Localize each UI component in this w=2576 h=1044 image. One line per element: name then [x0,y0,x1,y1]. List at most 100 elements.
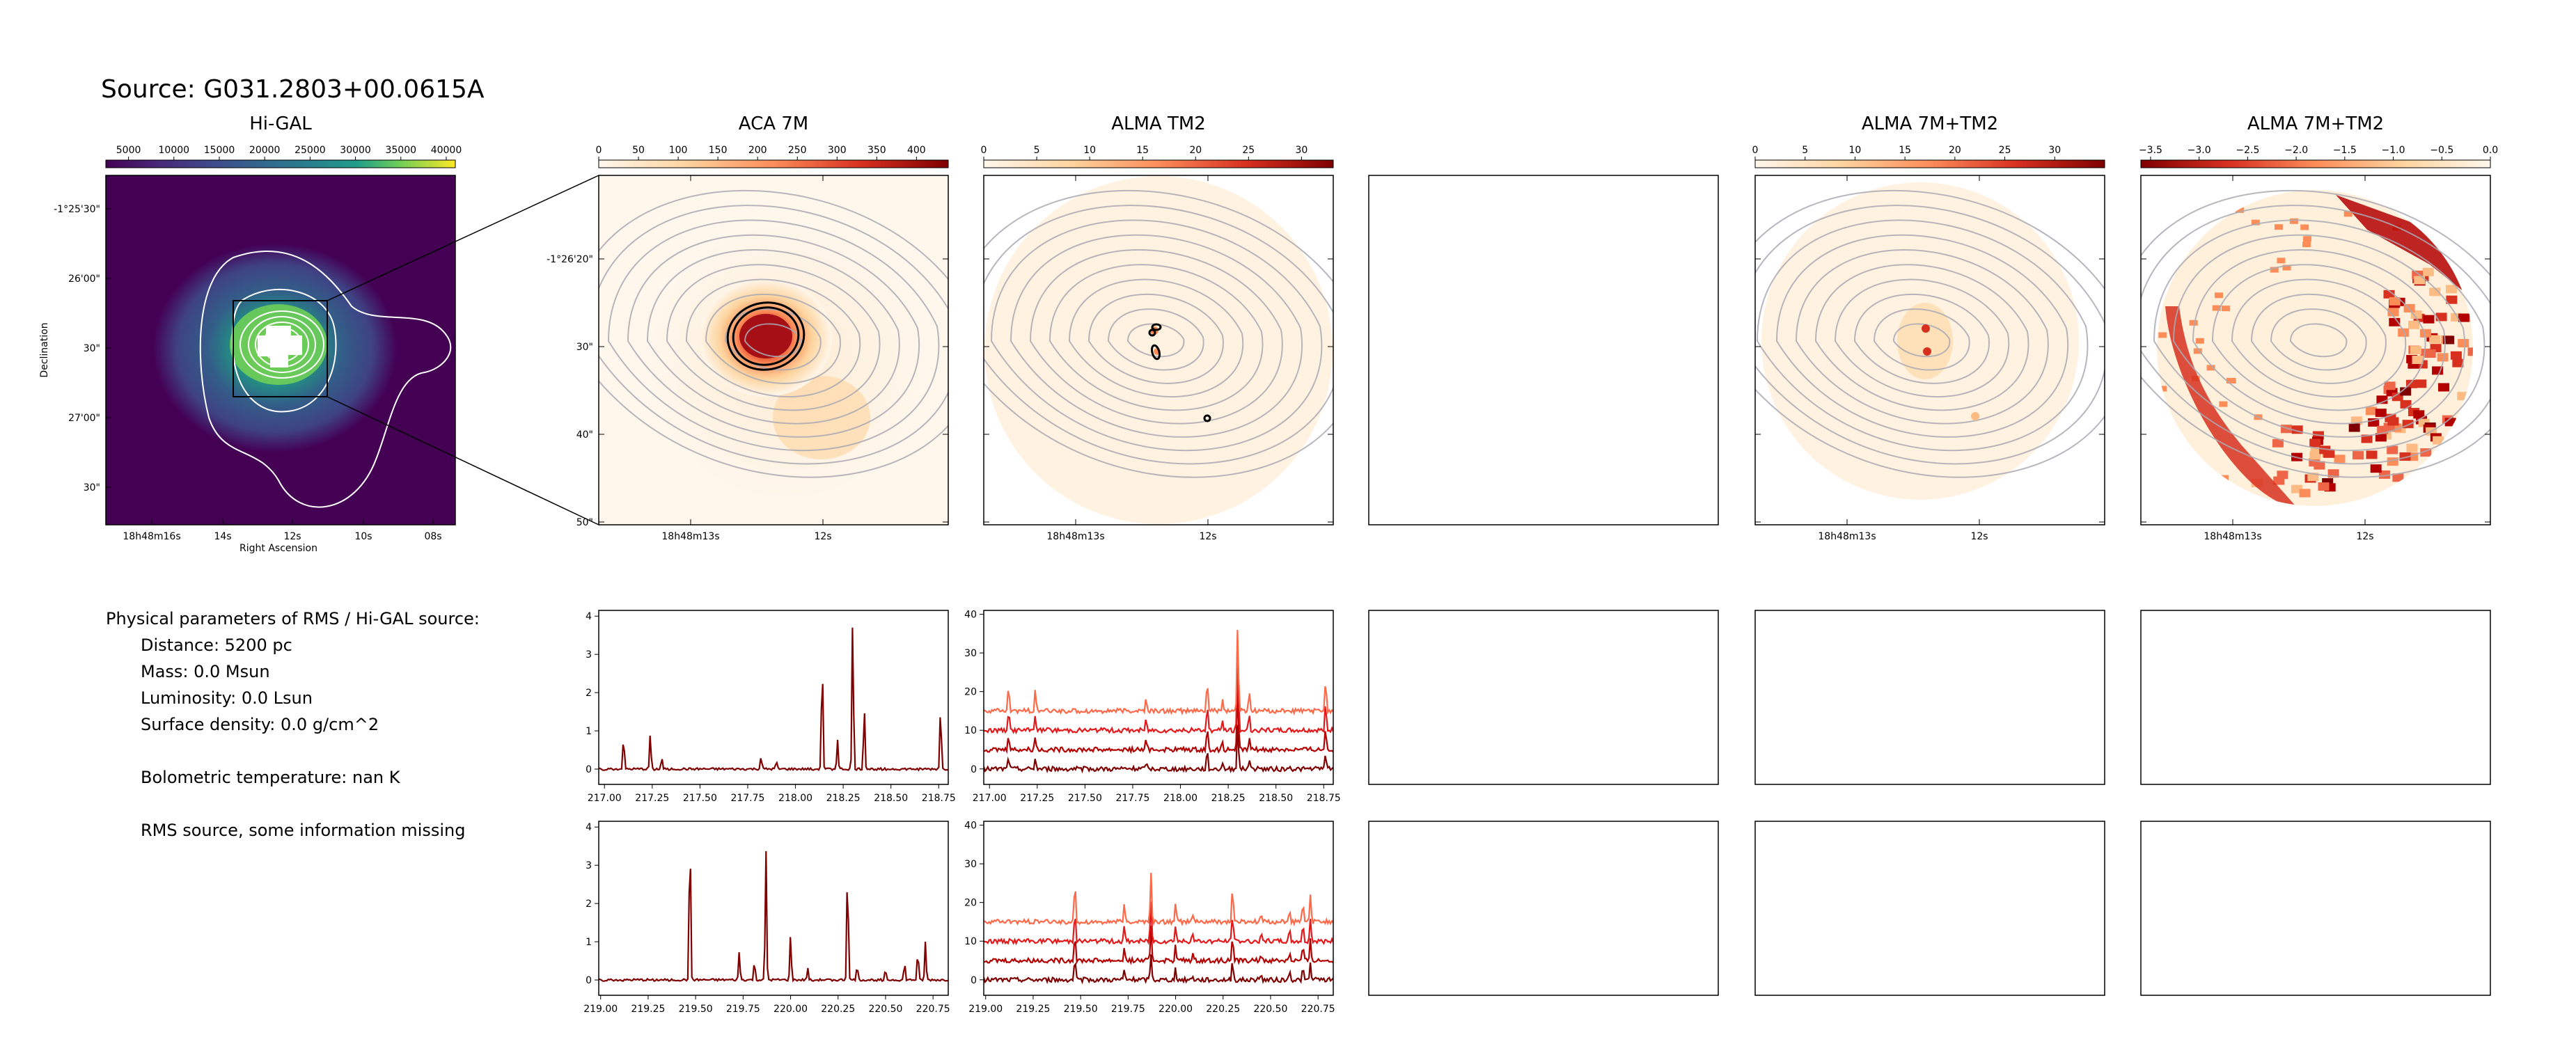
colorbar-tick-label: −0.5 [2430,145,2453,156]
gray-contour [744,323,802,358]
log-pixel [2375,409,2387,418]
log-pixel [2375,433,2387,442]
log-pixel [2419,329,2431,338]
x-tick-label: 217.75 [1115,793,1149,804]
colorbar-tick-label: −2.0 [2284,145,2308,156]
y-tick-label: 2 [586,899,592,910]
gray-contour [1126,323,1185,358]
gray-contour [599,189,948,478]
combined-source [1971,412,1979,420]
gray-contour [1107,308,1204,371]
gray-contour [2192,249,2446,425]
log-pixel [2309,451,2321,460]
colorbar [105,159,456,168]
aca-beam-contour [732,306,800,366]
log-pixel [2389,296,2401,306]
log-pixel [2406,443,2418,452]
colorbar-tick-label: 10000 [159,145,190,156]
panel-title: ALMA 7M+TM2 [2247,113,2384,134]
image-frame [598,175,949,525]
gray-contour [627,234,920,438]
tm2-image [984,175,1333,525]
y-tick-label: 30 [964,648,977,659]
panel-title: ACA 7M [739,113,809,134]
empty-spectrum-panel [1754,821,2105,996]
x-tick-label: 219.25 [1016,1004,1050,1015]
log-pixel [2235,207,2244,213]
log-pixel [2423,315,2435,324]
log-pixel [2443,335,2455,345]
y-tick-label: 3 [586,649,592,661]
colorbar-tick-label: 25 [1999,145,2011,156]
combined-image [1755,175,2105,525]
log-pixel [2227,378,2236,384]
x-tick-label: 12s [1970,531,1988,542]
colorbar-tick-label: 5 [1034,145,1040,156]
panel-4: ALMA 7M+TM2 0 5 10 15 20 25 30 [1752,113,2105,168]
log-pixel [2189,319,2198,326]
colorbar-tick-label: 20 [1949,145,1961,156]
log-pixel [2370,464,2382,473]
log-pixel [2302,242,2311,248]
log-pixel [2195,338,2204,344]
colorbar-tick-label: −1.0 [2382,145,2405,156]
gray-contour [1756,219,2089,452]
spectrum-series [984,954,1333,985]
y-tick-label: 10 [964,725,977,736]
x-tick-label: 220.75 [1301,1004,1335,1015]
gray-contour [1814,264,2029,411]
gray-contour [1795,249,2049,425]
gray-contour [1873,308,1970,371]
empty-panel [1368,175,1719,525]
y-tick-label: 10 [964,936,977,947]
higal-image [106,175,455,525]
log-pixel [2270,267,2279,273]
colorbar-tick-label: 30 [1295,145,1307,156]
tm2-contour [1151,344,1161,361]
y-tick-label: 20 [964,898,977,909]
x-tick-label: 220.00 [773,1004,808,1015]
spectrum-traces [984,872,1333,985]
log-pixel [2206,365,2215,371]
empty-spectrum-panel [1368,821,1719,996]
panel-title: ALMA 7M+TM2 [1862,113,1998,134]
panel-1: ACA 7M 0 50 100 150 200 250 300 350 400 [596,113,949,168]
log-pixel [2214,292,2223,299]
y-tick-label: 40 [964,610,977,621]
tm2-contour [1148,329,1156,337]
x-axis-label: Right Ascension [239,543,317,554]
spectrum-tm2: 219.00 219.25 219.50 219.75 220.00 220.25 220.… [964,821,1335,1015]
gray-contour [705,293,841,384]
gray-contour [1755,189,2105,478]
log-pixel [2272,438,2284,448]
colorbar-tick-label: −3.0 [2188,145,2211,156]
spectrum-traces [599,851,948,983]
gray-contour [1068,278,1244,398]
higal-frame [105,175,456,525]
combined-source [1923,347,1931,356]
spectrum-series [984,901,1333,946]
gray-contour [685,278,861,398]
x-tick-label: 12s [1199,531,1216,542]
gray-contour [2289,323,2348,358]
x-tick-label: 217.75 [730,793,764,804]
log-pixel [2408,320,2420,329]
panel-0: Hi-GAL 5000 10000 15000 20000 25000 30000 35000… [105,113,462,168]
colorbar-tick-label: 0 [981,145,987,156]
log-pixel [2384,381,2396,390]
x-tick-label: 18h48m16s [123,531,180,542]
aca-image [599,175,948,525]
x-tick-label: 218.50 [874,793,908,804]
gray-contour [2141,205,2490,465]
y-tick-label: 50" [576,517,593,528]
colorbar-tick-label: 10 [1083,145,1096,156]
log-pixel [2158,332,2167,338]
colorbar-tick-label: 15 [1899,145,1911,156]
colorbar-tick-label: −3.5 [2139,145,2162,156]
x-tick-label: 219.25 [631,1004,665,1015]
y-tick-label: 26'00" [68,274,100,285]
image-frame [2140,175,2491,525]
physical-parameters: Physical parameters of RMS / Hi-GAL sour… [106,606,480,844]
log-pixel [2438,383,2450,392]
